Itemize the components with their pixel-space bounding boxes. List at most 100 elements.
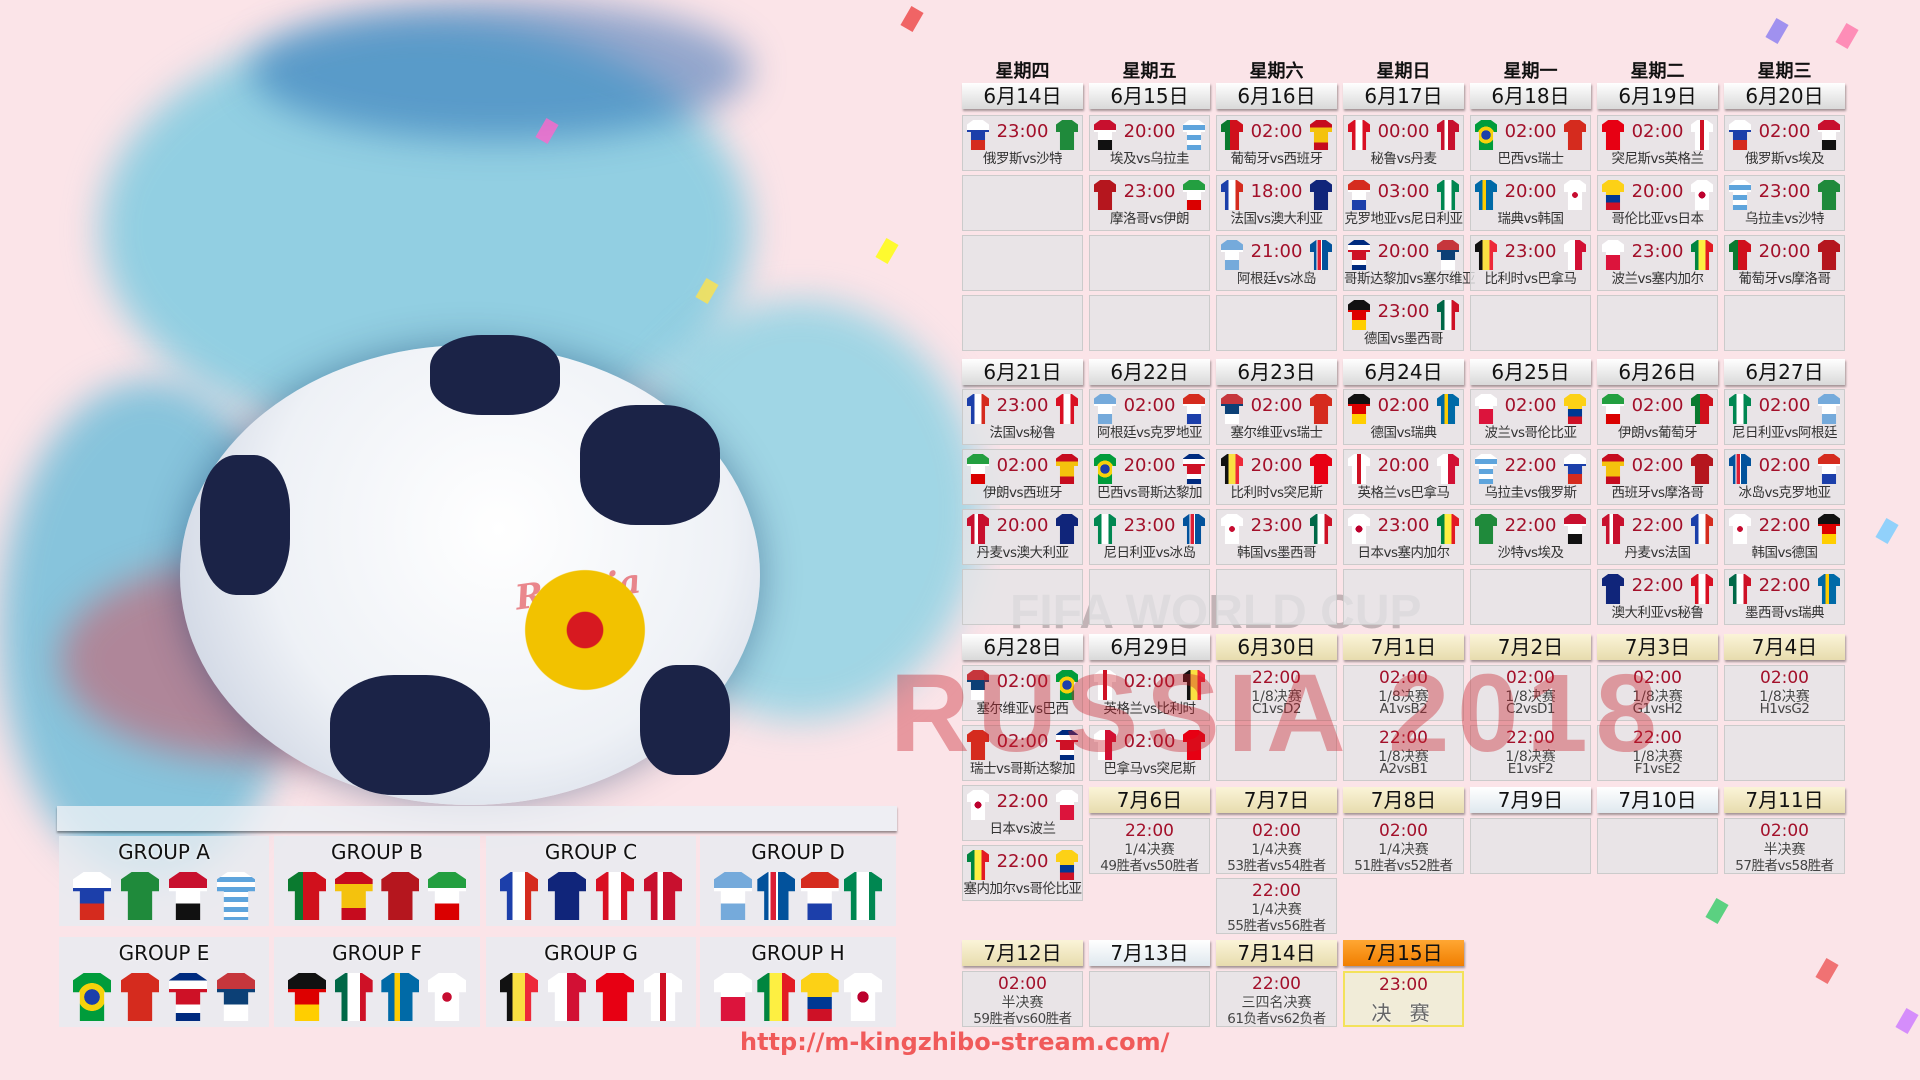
match-cell[interactable]: 02:00 1/4决赛 53胜者vs54胜者 bbox=[1216, 818, 1337, 874]
match-time: 02:00 bbox=[996, 731, 1049, 752]
ball-panel bbox=[640, 665, 730, 775]
match-cell[interactable]: 02:00 突尼斯vs英格兰 bbox=[1597, 115, 1718, 171]
match-cell[interactable]: 23:00 法国vs秘鲁 bbox=[962, 389, 1083, 445]
match-cell[interactable]: 02:00 俄罗斯vs埃及 bbox=[1724, 115, 1845, 171]
match-cell[interactable]: 22:00 1/4决赛 49胜者vs50胜者 bbox=[1089, 818, 1210, 874]
website-url[interactable]: http://m-kingzhibo-stream.com/ bbox=[740, 1028, 1170, 1056]
match-cell[interactable]: 02:00 1/8决赛 H1vsG2 bbox=[1724, 665, 1845, 721]
match-cell[interactable]: 22:00 澳大利亚vs秘鲁 bbox=[1597, 569, 1718, 625]
round-label: 1/8决赛 bbox=[1378, 689, 1429, 705]
match-cell[interactable]: 23:00 韩国vs墨西哥 bbox=[1216, 509, 1337, 565]
match-cell[interactable]: 23:00 德国vs墨西哥 bbox=[1343, 295, 1464, 351]
match-cell[interactable]: 02:00 1/8决赛 A1vsB2 bbox=[1343, 665, 1464, 721]
match-cell[interactable]: 02:00 巴拿马vs突尼斯 bbox=[1089, 725, 1210, 781]
match-cell[interactable]: 20:00 哥伦比亚vs日本 bbox=[1597, 175, 1718, 231]
iceland-jersey-icon bbox=[1310, 240, 1332, 270]
match-cell[interactable]: 23:00 比利时vs巴拿马 bbox=[1470, 235, 1591, 291]
japan-jersey-icon bbox=[844, 973, 882, 1021]
match-cell[interactable]: 22:00 丹麦vs法国 bbox=[1597, 509, 1718, 565]
match-cell[interactable]: 22:00 乌拉圭vs俄罗斯 bbox=[1470, 449, 1591, 505]
match-cell[interactable]: 23:00 尼日利亚vs冰岛 bbox=[1089, 509, 1210, 565]
group-label: GROUP G bbox=[544, 941, 638, 965]
match-cell[interactable]: 02:00 塞尔维亚vs瑞士 bbox=[1216, 389, 1337, 445]
match-cell[interactable]: 22:00 1/4决赛 55胜者vs56胜者 bbox=[1216, 878, 1337, 934]
saudi-jersey-icon bbox=[1475, 514, 1497, 544]
match-cell[interactable]: 22:00 韩国vs德国 bbox=[1724, 509, 1845, 565]
match-cell[interactable]: 23:00 俄罗斯vs沙特 bbox=[962, 115, 1083, 171]
match-cell[interactable]: 02:00 德国vs瑞典 bbox=[1343, 389, 1464, 445]
match-cell[interactable]: 02:00 半决赛 59胜者vs60胜者 bbox=[962, 971, 1083, 1027]
match-cell[interactable]: 02:00 波兰vs哥伦比亚 bbox=[1470, 389, 1591, 445]
match-cell[interactable]: 20:00 巴西vs哥斯达黎加 bbox=[1089, 449, 1210, 505]
match-cell[interactable]: 02:00 冰岛vs克罗地亚 bbox=[1724, 449, 1845, 505]
match-teams: 丹麦vs法国 bbox=[1624, 545, 1691, 561]
denmark-jersey-icon bbox=[644, 872, 682, 920]
match-pairing: 53胜者vs54胜者 bbox=[1227, 858, 1326, 874]
match-cell[interactable]: 20:00 英格兰vs巴拿马 bbox=[1343, 449, 1464, 505]
england-jersey-icon bbox=[1348, 454, 1370, 484]
match-cell[interactable]: 20:00 瑞典vs韩国 bbox=[1470, 175, 1591, 231]
match-time: 02:00 bbox=[1758, 121, 1811, 142]
serbia-jersey-icon bbox=[967, 670, 989, 700]
match-cell[interactable]: 22:00 沙特vs埃及 bbox=[1470, 509, 1591, 565]
match-cell[interactable]: 02:00 1/4决赛 51胜者vs52胜者 bbox=[1343, 818, 1464, 874]
portugal-jersey-icon bbox=[1729, 240, 1751, 270]
match-cell[interactable]: 02:00 西班牙vs摩洛哥 bbox=[1597, 449, 1718, 505]
group-label: GROUP B bbox=[331, 840, 423, 864]
match-cell[interactable]: 22:00 1/8决赛 F1vsE2 bbox=[1597, 725, 1718, 781]
match-cell[interactable]: 22:00 墨西哥vs瑞典 bbox=[1724, 569, 1845, 625]
match-cell[interactable]: 22:00 1/8决赛 E1vsF2 bbox=[1470, 725, 1591, 781]
match-cell[interactable]: 20:00 丹麦vs澳大利亚 bbox=[962, 509, 1083, 565]
match-cell[interactable]: 20:00 葡萄牙vs摩洛哥 bbox=[1724, 235, 1845, 291]
match-cell[interactable]: 23:00 乌拉圭vs沙特 bbox=[1724, 175, 1845, 231]
match-cell[interactable]: 23:00 波兰vs塞内加尔 bbox=[1597, 235, 1718, 291]
match-cell[interactable]: 22:00 三四名决赛 61负者vs62负者 bbox=[1216, 971, 1337, 1027]
match-cell[interactable]: 23:00 摩洛哥vs伊朗 bbox=[1089, 175, 1210, 231]
match-cell[interactable]: 03:00 克罗地亚vs尼日利亚 bbox=[1343, 175, 1464, 231]
match-cell[interactable]: 20:00 哥斯达黎加vs塞尔维亚 bbox=[1343, 235, 1476, 291]
match-cell[interactable]: 02:00 1/8决赛 C2vsD1 bbox=[1470, 665, 1591, 721]
round-label: 1/8决赛 bbox=[1632, 749, 1683, 765]
match-cell[interactable]: 23:00 决 赛 bbox=[1343, 971, 1464, 1027]
match-teams: 西班牙vs摩洛哥 bbox=[1611, 485, 1704, 501]
match-cell[interactable]: 02:00 英格兰vs比利时 bbox=[1089, 665, 1210, 721]
match-cell[interactable]: 18:00 法国vs澳大利亚 bbox=[1216, 175, 1337, 231]
date-header: 7月15日 bbox=[1343, 940, 1464, 966]
match-teams: 阿根廷vs冰岛 bbox=[1236, 271, 1317, 287]
match-time: 23:00 bbox=[1377, 301, 1430, 322]
date-header: 7月7日 bbox=[1216, 787, 1337, 813]
match-cell[interactable]: 21:00 阿根廷vs冰岛 bbox=[1216, 235, 1337, 291]
match-cell[interactable]: 02:00 1/8决赛 G1vsH2 bbox=[1597, 665, 1718, 721]
date-header: 6月21日 bbox=[962, 359, 1083, 385]
match-cell[interactable]: 02:00 阿根廷vs克罗地亚 bbox=[1089, 389, 1210, 445]
match-cell[interactable]: 20:00 埃及vs乌拉圭 bbox=[1089, 115, 1210, 171]
match-cell[interactable]: 23:00 日本vs塞内加尔 bbox=[1343, 509, 1464, 565]
match-cell[interactable]: 02:00 半决赛 57胜者vs58胜者 bbox=[1724, 818, 1845, 874]
match-time: 20:00 bbox=[1504, 181, 1557, 202]
match-time: 20:00 bbox=[1377, 455, 1430, 476]
empty-slot bbox=[1470, 569, 1591, 625]
match-cell[interactable]: 02:00 尼日利亚vs阿根廷 bbox=[1724, 389, 1845, 445]
match-cell[interactable]: 22:00 1/8决赛 A2vsB1 bbox=[1343, 725, 1464, 781]
match-cell[interactable]: 20:00 比利时vs突尼斯 bbox=[1216, 449, 1337, 505]
match-cell[interactable]: 02:00 伊朗vs西班牙 bbox=[962, 449, 1083, 505]
match-cell[interactable]: 02:00 伊朗vs葡萄牙 bbox=[1597, 389, 1718, 445]
argentina-jersey-icon bbox=[1221, 240, 1243, 270]
match-cell[interactable]: 02:00 瑞士vs哥斯达黎加 bbox=[962, 725, 1083, 781]
match-cell[interactable]: 22:00 塞内加尔vs哥伦比亚 bbox=[962, 845, 1083, 901]
round-label: 1/8决赛 bbox=[1378, 749, 1429, 765]
match-cell[interactable]: 02:00 葡萄牙vs西班牙 bbox=[1216, 115, 1337, 171]
match-cell[interactable]: 00:00 秘鲁vs丹麦 bbox=[1343, 115, 1464, 171]
match-time: 22:00 bbox=[1631, 575, 1684, 596]
match-time: 02:00 bbox=[1506, 668, 1555, 688]
match-cell[interactable]: 02:00 巴西vs瑞士 bbox=[1470, 115, 1591, 171]
germany-jersey-icon bbox=[1348, 300, 1370, 330]
match-cell[interactable]: 22:00 日本vs波兰 bbox=[962, 785, 1083, 841]
match-pairing: C1vsD2 bbox=[1251, 701, 1302, 717]
match-cell[interactable]: 02:00 塞尔维亚vs巴西 bbox=[962, 665, 1083, 721]
confetti bbox=[1705, 897, 1729, 925]
confetti bbox=[1835, 22, 1859, 50]
match-teams: 丹麦vs澳大利亚 bbox=[976, 545, 1069, 561]
empty-slot bbox=[1089, 569, 1210, 625]
match-cell[interactable]: 22:00 1/8决赛 C1vsD2 bbox=[1216, 665, 1337, 721]
